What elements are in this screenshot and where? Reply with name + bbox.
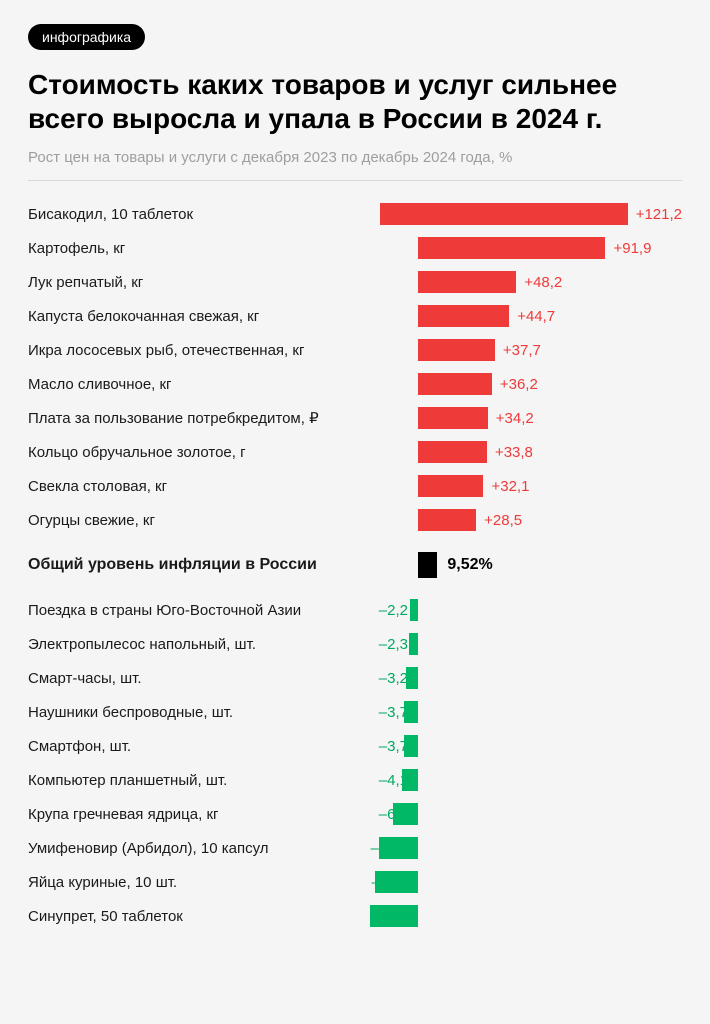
value-label: +37,7: [503, 342, 541, 359]
bar-row-positive: Капуста белокочанная свежая, кг +44,7: [28, 299, 682, 333]
value-label: +48,2: [524, 274, 562, 291]
item-label: Яйца куриные, 10 шт.: [28, 874, 364, 891]
bar-negative: [379, 837, 418, 859]
bar-row-positive: Свекла столовая, кг +32,1: [28, 469, 682, 503]
subtitle: Рост цен на товары и услуги с декабря 20…: [28, 149, 682, 166]
inflation-row: Общий уровень инфляции в России 9,52%: [28, 543, 682, 587]
bar-negative: [406, 667, 418, 689]
item-label: Смартфон, шт.: [28, 738, 371, 755]
bar-positive: [418, 237, 605, 259]
item-label: Лук репчатый, кг: [28, 274, 408, 291]
bar-negative: [393, 803, 418, 825]
item-label: Электропылесос напольный, шт.: [28, 636, 371, 653]
bar-row-negative: Смарт-часы, шт. –3,2: [28, 661, 682, 695]
bar-row-negative: Яйца куриные, 10 шт. –11,2: [28, 865, 682, 899]
item-label: Компьютер планшетный, шт.: [28, 772, 371, 789]
value-label: +34,2: [496, 410, 534, 427]
value-label: +44,7: [517, 308, 555, 325]
bar-row-positive: Масло сливочное, кг +36,2: [28, 367, 682, 401]
item-label: Масло сливочное, кг: [28, 376, 408, 393]
bar-negative: [370, 905, 418, 927]
bar-negative: [404, 735, 418, 757]
value-label: +121,2: [636, 206, 682, 223]
bar-positive: [380, 203, 627, 225]
item-label: Кольцо обручальное золотое, г: [28, 444, 408, 461]
bar-row-negative: Умифеновир (Арбидол), 10 капсул –10,1: [28, 831, 682, 865]
value-label: +32,1: [491, 478, 529, 495]
bar-negative: [402, 769, 418, 791]
bar-row-positive: Лук репчатый, кг +48,2: [28, 265, 682, 299]
bar-positive: [418, 407, 488, 429]
item-label: Плата за пользование потребкредитом, ₽: [28, 409, 408, 427]
bar-positive: [418, 475, 483, 497]
bar-row-positive: Картофель, кг +91,9: [28, 231, 682, 265]
bar-inflation: [418, 552, 437, 578]
item-label: Умифеновир (Арбидол), 10 капсул: [28, 840, 362, 857]
bar-row-negative: Смартфон, шт. –3,7: [28, 729, 682, 763]
bar-row-negative: Компьютер планшетный, шт. –4,1: [28, 763, 682, 797]
category-badge: инфографика: [28, 24, 145, 50]
value-label: +28,5: [484, 512, 522, 529]
item-label: Синупрет, 50 таблеток: [28, 908, 362, 925]
value-label: +91,9: [613, 240, 651, 257]
bar-row-positive: Кольцо обручальное золотое, г +33,8: [28, 435, 682, 469]
value-label: +33,8: [495, 444, 533, 461]
item-label: Картофель, кг: [28, 240, 408, 257]
bar-positive: [418, 509, 476, 531]
item-label: Крупа гречневая ядрица, кг: [28, 806, 371, 823]
bar-row-negative: Наушники беспроводные, шт. –3,7: [28, 695, 682, 729]
bar-positive: [418, 441, 487, 463]
item-label: Смарт-часы, шт.: [28, 670, 371, 687]
bar-row-positive: Икра лососевых рыб, отечественная, кг +3…: [28, 333, 682, 367]
bar-negative: [375, 871, 418, 893]
bar-row-positive: Бисакодил, 10 таблеток +121,2: [28, 197, 682, 231]
value-label: –2,3: [379, 636, 408, 653]
bar-positive: [418, 373, 492, 395]
bar-row-negative: Синупрет, 50 таблеток –12,5: [28, 899, 682, 933]
price-change-chart: Бисакодил, 10 таблеток +121,2 Картофель,…: [28, 197, 682, 933]
divider: [28, 180, 682, 181]
item-label: Икра лососевых рыб, отечественная, кг: [28, 342, 408, 359]
page-title: Стоимость каких товаров и услуг сильнее …: [28, 68, 682, 135]
value-label: +36,2: [500, 376, 538, 393]
item-label: Бисакодил, 10 таблеток: [28, 206, 370, 223]
bar-row-negative: Крупа гречневая ядрица, кг –6,4: [28, 797, 682, 831]
bar-row-positive: Плата за пользование потребкредитом, ₽ +…: [28, 401, 682, 435]
bar-negative: [410, 599, 418, 621]
bar-positive: [418, 339, 495, 361]
bar-row-negative: Электропылесос напольный, шт. –2,3: [28, 627, 682, 661]
bar-negative: [409, 633, 418, 655]
bar-positive: [418, 305, 509, 327]
inflation-value: 9,52%: [447, 556, 492, 574]
item-label: Поездка в страны Юго-Восточной Азии: [28, 602, 371, 619]
value-label: –2,2: [379, 602, 408, 619]
bar-row-positive: Огурцы свежие, кг +28,5: [28, 503, 682, 537]
bar-positive: [418, 271, 516, 293]
inflation-label: Общий уровень инфляции в России: [28, 556, 408, 574]
bar-negative: [404, 701, 418, 723]
bar-row-negative: Поездка в страны Юго-Восточной Азии –2,2: [28, 593, 682, 627]
item-label: Капуста белокочанная свежая, кг: [28, 308, 408, 325]
item-label: Огурцы свежие, кг: [28, 512, 408, 529]
value-label: –3,2: [379, 670, 408, 687]
item-label: Наушники беспроводные, шт.: [28, 704, 371, 721]
item-label: Свекла столовая, кг: [28, 478, 408, 495]
